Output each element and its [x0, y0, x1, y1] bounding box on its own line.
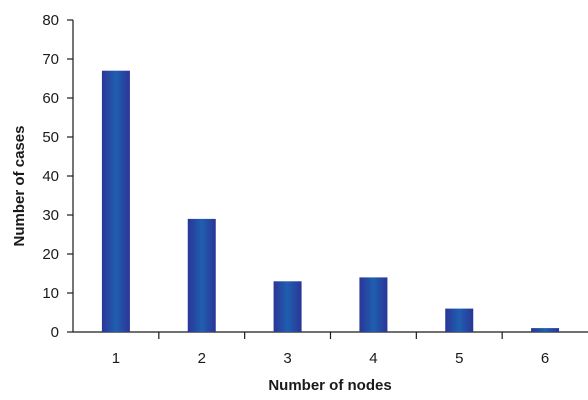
- x-tick-label: 5: [455, 350, 463, 367]
- x-axis-title: Number of nodes: [268, 377, 391, 394]
- y-tick-label: 10: [42, 285, 59, 302]
- x-tick-label: 2: [198, 350, 206, 367]
- y-axis: 0 10 20 30 40 50 60 70 80: [42, 12, 74, 341]
- bar-2: [187, 218, 216, 332]
- bar-5: [445, 308, 474, 332]
- y-tick-label: 20: [42, 246, 59, 263]
- bar-6: [531, 328, 560, 332]
- y-tick-label: 70: [42, 51, 59, 68]
- bar-1: [101, 70, 130, 332]
- bar-3: [273, 281, 302, 332]
- y-tick-label: 40: [42, 168, 59, 185]
- x-tick-label: 4: [369, 350, 377, 367]
- x-tick-label: 3: [283, 350, 291, 367]
- y-tick-label: 80: [42, 12, 59, 29]
- y-tick-label: 0: [51, 324, 59, 341]
- bars: [101, 70, 560, 332]
- y-tick-label: 30: [42, 207, 59, 224]
- x-tick-label: 1: [112, 350, 120, 367]
- x-axis: 1 2 3 4 5 6: [73, 331, 588, 367]
- y-tick-label: 50: [42, 129, 59, 146]
- y-axis-title: Number of cases: [11, 126, 28, 247]
- y-tick-label: 60: [42, 90, 59, 107]
- bar-4: [359, 277, 388, 332]
- x-tick-label: 6: [541, 350, 549, 367]
